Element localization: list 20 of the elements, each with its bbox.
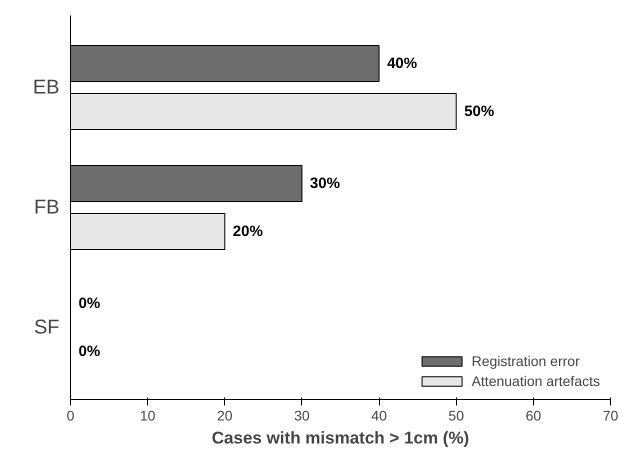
x-tick-label: 60: [526, 408, 542, 424]
y-tick-label: SF: [34, 316, 60, 338]
data-label: 40%: [387, 55, 418, 72]
x-axis-title: Cases with mismatch > 1cm (%): [212, 428, 470, 448]
x-tick-label: 0: [66, 408, 75, 424]
y-tick-label: FB: [34, 196, 60, 218]
legend-label: Registration error: [472, 353, 580, 369]
data-label: 0%: [78, 343, 100, 360]
x-tick-label: 50: [448, 408, 464, 424]
x-tick-label: 40: [371, 408, 388, 424]
data-label: 30%: [310, 175, 340, 192]
x-tick-label: 30: [294, 408, 310, 424]
data-label: 0%: [78, 295, 100, 312]
y-tick-label: EB: [32, 76, 60, 98]
x-tick-label: 70: [602, 408, 618, 424]
x-tick-label: 10: [140, 408, 156, 424]
legend-label: Attenuation artefacts: [472, 373, 600, 389]
x-tick-label: 20: [217, 408, 233, 424]
data-label: 50%: [464, 103, 494, 120]
data-label: 20%: [232, 223, 263, 240]
